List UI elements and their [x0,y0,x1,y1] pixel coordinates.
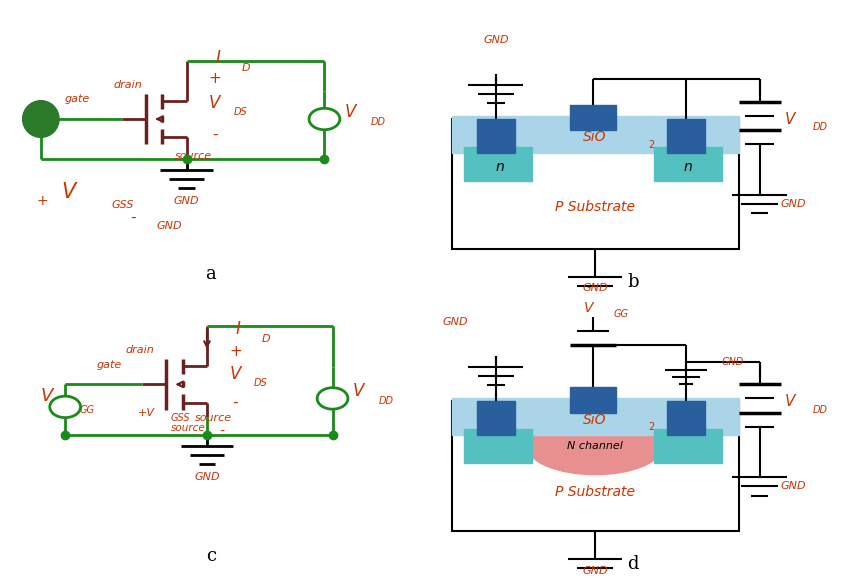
Text: N channel: N channel [567,442,623,452]
Text: +: + [37,194,48,208]
Text: DD: DD [371,117,386,127]
Text: SiO: SiO [583,131,607,145]
Text: 2: 2 [648,140,654,150]
Text: P Substrate: P Substrate [555,199,635,213]
Text: SiO: SiO [583,413,607,427]
Text: GND: GND [156,221,182,231]
Text: d: d [627,556,639,573]
Text: n: n [495,442,505,456]
Ellipse shape [528,418,663,475]
Text: GND: GND [174,196,199,206]
Bar [515,407,675,435]
Text: V: V [61,182,75,202]
Text: V: V [584,301,593,315]
Bar [654,429,722,463]
Text: b: b [627,273,639,291]
Text: GND: GND [781,481,806,491]
Text: gate: gate [65,94,90,104]
Text: GND: GND [483,35,509,45]
Text: DD: DD [813,405,827,415]
Bar [477,401,515,435]
Text: GND: GND [781,199,806,209]
Text: V: V [785,394,795,409]
Text: D: D [241,63,250,74]
Text: V: V [344,103,356,121]
Bar [452,116,738,153]
Bar [570,387,616,413]
Text: I: I [215,49,220,68]
Text: V: V [785,112,795,126]
Text: 2: 2 [648,422,654,432]
Bar [654,147,722,181]
Bar [452,399,738,435]
Text: GSS: GSS [111,200,134,210]
Text: source: source [175,151,212,161]
Text: source: source [195,413,232,423]
Text: -: - [130,211,136,225]
Text: GND: GND [722,357,744,367]
Text: P Substrate: P Substrate [555,485,635,499]
Text: +V: +V [138,407,155,417]
Bar [464,147,532,181]
Text: n: n [495,160,505,174]
Text: V: V [230,365,241,383]
Text: -: - [219,425,225,439]
Text: n: n [684,442,692,456]
Text: DS: DS [233,107,247,117]
Text: +: + [208,71,221,86]
Text: D: D [262,334,270,344]
Text: I: I [235,320,241,338]
Text: GSS: GSS [170,413,190,423]
Text: GG: GG [79,405,95,415]
Bar [570,105,616,131]
Text: V: V [209,95,220,112]
Bar [667,401,705,435]
Text: -: - [213,127,218,142]
Text: drain: drain [113,80,142,90]
Text: GND: GND [582,566,608,576]
Text: gate: gate [96,359,122,370]
Text: GG: GG [614,309,629,319]
Text: DD: DD [813,122,827,132]
Text: source: source [170,423,205,433]
Ellipse shape [23,101,59,138]
Text: V: V [353,382,364,400]
Text: n: n [684,160,692,174]
Bar [477,119,515,153]
Text: V: V [41,386,53,405]
Text: c: c [206,547,216,565]
Text: -: - [233,395,238,410]
Text: GND: GND [443,317,468,328]
Text: DD: DD [379,396,394,406]
Text: GND: GND [194,472,219,483]
Text: drain: drain [126,345,154,356]
Bar [452,401,738,531]
Text: DS: DS [253,378,268,388]
Bar [667,119,705,153]
Text: GND: GND [582,283,608,293]
Text: +: + [229,345,241,359]
Text: a: a [206,265,216,283]
Bar [452,119,738,249]
Bar [464,429,532,463]
